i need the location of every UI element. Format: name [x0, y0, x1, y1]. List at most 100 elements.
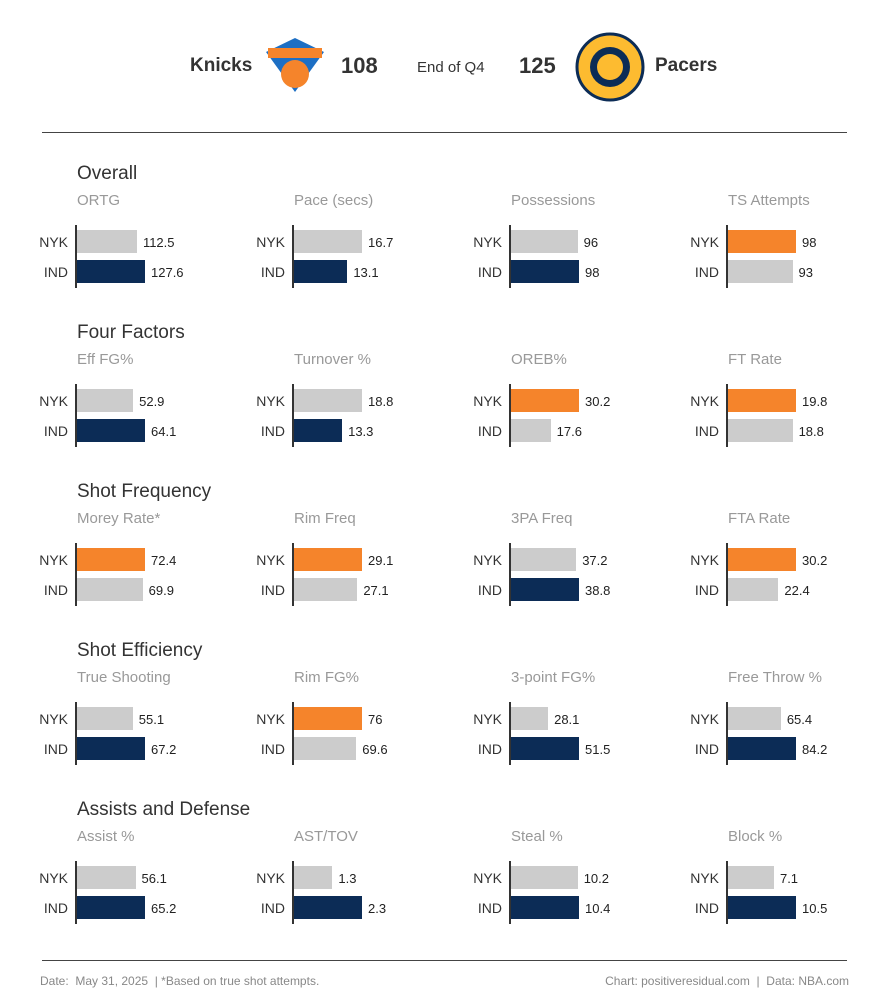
- section-title: Four Factors: [77, 322, 185, 343]
- team-label: IND: [477, 423, 502, 439]
- axis-line: [726, 225, 728, 288]
- metric-name: Possessions: [511, 192, 596, 209]
- team-label: NYK: [39, 870, 68, 886]
- bar: [77, 260, 145, 283]
- axis-line: [292, 225, 294, 288]
- bar: [511, 896, 579, 919]
- metric-name: Morey Rate*: [77, 510, 161, 527]
- value-label: 22.4: [784, 583, 810, 598]
- section-title: Overall: [77, 163, 138, 184]
- team-label: IND: [694, 582, 719, 598]
- footer-credit: Chart: positiveresidual.com | Data: NBA.…: [605, 974, 849, 988]
- team-label: NYK: [256, 234, 285, 250]
- metric-name: 3-point FG%: [511, 669, 596, 686]
- axis-line: [75, 702, 77, 765]
- axis-line: [75, 861, 77, 924]
- team-label: NYK: [256, 552, 285, 568]
- value-label: 55.1: [138, 712, 165, 727]
- value-label: 30.2: [585, 394, 611, 409]
- value-label: 18.8: [368, 394, 394, 409]
- team-label: NYK: [473, 234, 502, 250]
- value-label: 37.2: [582, 553, 608, 568]
- metric-name: ORTG: [77, 192, 121, 209]
- team-label: IND: [694, 264, 719, 280]
- axis-line: [292, 861, 294, 924]
- footer-note: Date: May 31, 2025 | *Based on true shot…: [40, 974, 320, 988]
- bar: [511, 548, 577, 571]
- team-label: NYK: [39, 552, 68, 568]
- team-label: IND: [43, 900, 68, 916]
- bar: [511, 866, 578, 889]
- value-label: 28.1: [554, 712, 580, 727]
- team-label: IND: [477, 264, 502, 280]
- team-label: NYK: [256, 870, 285, 886]
- metric-name: FTA Rate: [728, 510, 791, 527]
- team-label: NYK: [39, 234, 68, 250]
- value-label: 51.5: [585, 742, 611, 757]
- metric-name: Steal %: [511, 828, 563, 845]
- bar: [77, 389, 134, 412]
- value-label: 127.6: [151, 265, 184, 280]
- metric-name: Turnover %: [294, 351, 371, 368]
- home-score: 108: [341, 53, 378, 78]
- value-label: 18.8: [798, 424, 824, 439]
- value-label: 67.2: [151, 742, 177, 757]
- bar: [511, 707, 549, 730]
- metric-name: 3PA Freq: [511, 510, 573, 527]
- away-team: Pacers: [655, 55, 718, 76]
- bar: [294, 896, 362, 919]
- axis-line: [509, 384, 511, 447]
- knicks-logo: [266, 38, 324, 92]
- value-label: 65.2: [151, 901, 177, 916]
- team-label: IND: [260, 264, 285, 280]
- value-label: 76: [368, 712, 383, 727]
- bar: [728, 389, 796, 412]
- home-team: Knicks: [190, 55, 253, 76]
- metric-name: Assist %: [77, 828, 135, 845]
- value-label: 30.2: [802, 553, 828, 568]
- axis-line: [75, 543, 77, 606]
- team-label: NYK: [690, 711, 719, 727]
- metric-name: AST/TOV: [294, 828, 358, 845]
- team-label: IND: [694, 741, 719, 757]
- value-label: 112.5: [142, 235, 175, 250]
- axis-line: [509, 225, 511, 288]
- bar: [511, 737, 579, 760]
- team-label: NYK: [256, 711, 285, 727]
- team-label: NYK: [690, 870, 719, 886]
- bar: [294, 389, 362, 412]
- axis-line: [726, 543, 728, 606]
- axis-line: [509, 861, 511, 924]
- team-label: IND: [477, 900, 502, 916]
- value-label: 16.7: [368, 235, 394, 250]
- metric-name: Rim Freq: [294, 510, 356, 527]
- metric-name: Block %: [728, 828, 783, 845]
- team-label: IND: [43, 264, 68, 280]
- value-label: 65.4: [786, 712, 813, 727]
- away-score: 125: [519, 53, 556, 78]
- game-status: End of Q4: [417, 59, 485, 76]
- bar: [294, 578, 358, 601]
- value-label: 29.1: [368, 553, 394, 568]
- value-label: 96: [583, 235, 599, 250]
- axis-line: [292, 384, 294, 447]
- value-label: 69.6: [362, 742, 388, 757]
- bar: [728, 578, 779, 601]
- team-label: IND: [694, 423, 719, 439]
- axis-line: [509, 702, 511, 765]
- axis-line: [726, 861, 728, 924]
- bar: [294, 419, 343, 442]
- bar: [77, 866, 136, 889]
- bar: [77, 707, 133, 730]
- team-label: NYK: [690, 234, 719, 250]
- bar: [77, 737, 145, 760]
- bar: [728, 866, 774, 889]
- value-label: 98: [585, 265, 600, 280]
- bar: [511, 389, 579, 412]
- team-label: IND: [260, 900, 285, 916]
- team-label: NYK: [690, 552, 719, 568]
- bar: [77, 230, 137, 253]
- pacers-logo: [575, 32, 645, 102]
- value-label: 38.8: [585, 583, 611, 598]
- bar: [294, 737, 357, 760]
